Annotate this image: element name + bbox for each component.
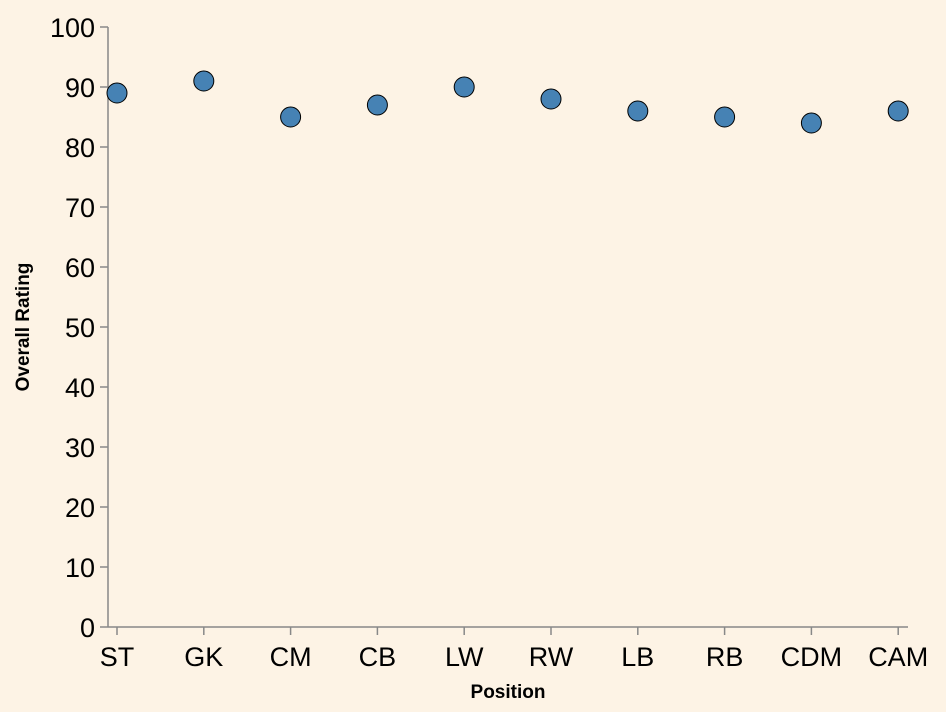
data-points <box>106 70 909 134</box>
x-tick-label: RB <box>706 642 744 672</box>
x-tick-label: LB <box>621 642 654 672</box>
data-point <box>714 106 736 128</box>
y-tick-label: 80 <box>65 133 95 163</box>
x-tick-label: GK <box>184 642 223 672</box>
data-point <box>366 94 388 116</box>
data-point <box>453 76 475 98</box>
x-tick-label: CM <box>270 642 312 672</box>
x-tick-label: CAM <box>868 642 928 672</box>
y-tick-label: 90 <box>65 73 95 103</box>
y-tick-label: 40 <box>65 373 95 403</box>
data-point <box>627 100 649 122</box>
data-point <box>540 88 562 110</box>
x-tick-label: LW <box>445 642 484 672</box>
x-tick-label: CB <box>359 642 397 672</box>
data-point <box>106 82 128 104</box>
y-tick-label: 50 <box>65 313 95 343</box>
y-tick-label: 20 <box>65 493 95 523</box>
y-tick-label: 100 <box>50 13 95 43</box>
x-tick-label: ST <box>100 642 135 672</box>
data-point <box>193 70 215 92</box>
x-tick-label: CDM <box>781 642 843 672</box>
y-axis-title: Overall Rating <box>13 263 34 392</box>
data-point <box>800 112 822 134</box>
data-point <box>887 100 909 122</box>
x-axis-title: Position <box>471 682 546 703</box>
y-tick-label: 60 <box>65 253 95 283</box>
y-tick-label: 0 <box>80 613 95 643</box>
y-tick-label: 30 <box>65 433 95 463</box>
y-tick-label: 10 <box>65 553 95 583</box>
data-point <box>280 106 302 128</box>
x-tick-label: RW <box>529 642 574 672</box>
x-axis: ST GK CM CB LW RW LB RB CDM CAM <box>100 626 928 672</box>
y-axis: 0 10 20 30 40 50 60 70 80 90 100 <box>50 13 109 643</box>
y-tick-label: 70 <box>65 193 95 223</box>
